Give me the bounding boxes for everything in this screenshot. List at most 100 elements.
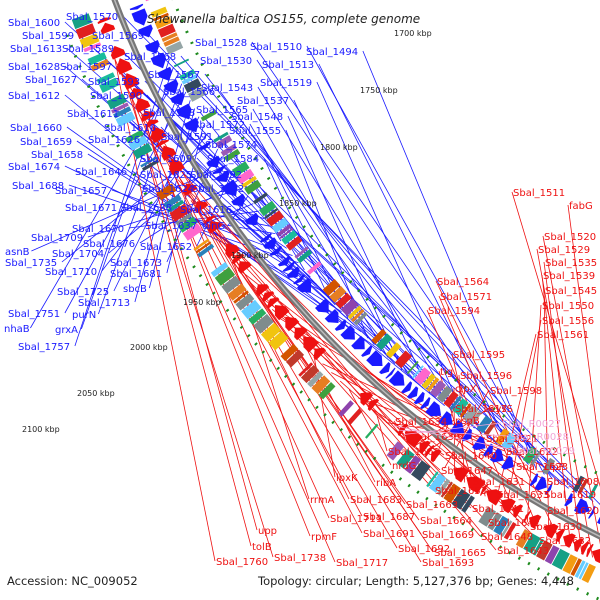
minus-gene-label: sbcB [123, 284, 147, 295]
feature-block [96, 72, 116, 85]
plus-gene-label: Sbal_1687 [363, 512, 415, 523]
feature-block [426, 471, 439, 488]
feature-block [541, 457, 556, 475]
feature-block [426, 377, 440, 392]
minus-label-line [236, 208, 265, 220]
plus-gene-label: clpX [455, 384, 477, 395]
minus-label-line [263, 157, 330, 299]
plus-gene-label: Sbal_1738 [274, 553, 326, 564]
minus-gene-label: Sbal_1613 [10, 44, 62, 55]
rna-label-line [392, 425, 516, 451]
minus-strand-arrow [574, 498, 590, 514]
feature-block [307, 261, 322, 275]
plus-gene-label: Sbal_1631 [473, 477, 525, 488]
minus-strand-arrow [501, 455, 514, 470]
feature-block [210, 262, 229, 278]
plus-gene-label: Sbal_1661 [388, 447, 440, 458]
minus-gene-label: Sbal_1591 [161, 132, 213, 143]
minus-strand-arrow [534, 476, 547, 491]
feature-block [235, 293, 255, 311]
plus-strand-arrow [150, 126, 167, 144]
minus-strand-arrow [129, 3, 144, 11]
feature-block [577, 478, 589, 494]
minus-gene-label: Sbal_1513 [262, 60, 314, 71]
plus-label-line [211, 230, 488, 523]
minus-gene-label: Sbal_1670 [72, 224, 124, 235]
minus-strand-arrow [413, 391, 425, 405]
feature-block [197, 243, 215, 258]
feature-block [79, 33, 100, 49]
feature-block [522, 446, 538, 464]
feature-block [87, 52, 107, 66]
plus-label-line [526, 304, 542, 523]
minus-strand-arrow [138, 24, 153, 38]
feature-block [227, 283, 247, 301]
minus-label-line [287, 115, 403, 371]
feature-block [588, 483, 599, 500]
feature-block [414, 367, 432, 385]
minus-label-line [257, 86, 460, 418]
kbp-tick-label: 1750 kbp [360, 86, 398, 95]
plus-gene-label: Sbal_1511 [513, 188, 565, 199]
feature-block [113, 106, 132, 119]
rna-gene-label: Sbal_R0029 [516, 446, 575, 457]
minus-gene-label: Sbal_1600 [8, 18, 60, 29]
feature-block [530, 450, 542, 467]
plus-label-line [567, 204, 600, 456]
minus-gene-label: Sbal_1735 [5, 258, 57, 269]
feature-block [276, 224, 292, 237]
plus-gene-label: upp [258, 526, 277, 537]
minus-gene-label: purN [72, 310, 96, 321]
plus-strand-arrow [563, 533, 576, 548]
rna-gene-label: Sbal_R0028 [510, 432, 569, 443]
plus-strand-arrow [194, 201, 209, 213]
minus-label-line [316, 81, 468, 423]
feature-block [452, 398, 469, 416]
plus-gene-label: Sbal_1556 [542, 316, 594, 327]
minus-gene-label: Sbal_1628 [8, 62, 60, 73]
minus-strand-arrow [282, 261, 295, 272]
plus-gene-label: Sbal_1640 [445, 451, 497, 462]
feature-block [296, 249, 313, 264]
minus-gene-label: Sbal_1625 [140, 170, 192, 181]
minus-gene-label: Sbal_1681 [110, 269, 162, 280]
feature-block [581, 563, 596, 583]
feature-block [280, 343, 299, 362]
minus-strand-labels: Sbal_1570 Sbal_1600 Sbal_1599 Sbal_1569 Sbal… [4, 12, 358, 353]
minus-strand-arrow [379, 362, 391, 375]
plus-strand-arrow [225, 243, 240, 259]
plus-gene-label: Sbal_1633 [497, 490, 549, 501]
plus-strand-arrow [556, 528, 566, 543]
feature-block [318, 382, 336, 400]
minus-strand-arrow [215, 170, 230, 182]
minus-strand-arrow [588, 505, 596, 519]
minus-gene-label: Sbal_1671 [65, 203, 117, 214]
minus-strand-arrow [324, 309, 339, 323]
feature-block [132, 142, 153, 160]
plus-strand-arrow [543, 523, 559, 539]
feature-block [411, 365, 424, 379]
plus-label-line [541, 274, 571, 547]
feature-block [371, 328, 387, 345]
feature-block [213, 131, 229, 143]
feature-block [335, 292, 352, 309]
minus-gene-label: Sbal_1566 [163, 87, 215, 98]
feature-block [193, 238, 210, 251]
feature-block [165, 41, 184, 55]
minus-gene-label: Sbal_1646 [75, 167, 127, 178]
minus-strand-arrow [597, 516, 600, 525]
feature-block [71, 13, 93, 30]
plus-gene-label: ribA [376, 478, 396, 489]
plus-label-line [505, 319, 542, 510]
minus-label-line [81, 66, 174, 330]
feature-block [523, 533, 541, 554]
minus-strand-arrow [131, 8, 148, 26]
plus-gene-label: Sbal_1595 [453, 350, 505, 361]
feature-block [111, 102, 129, 114]
feature-block [436, 478, 451, 496]
plus-gene-label: Sbal_1669 [422, 530, 474, 541]
plus-strand-arrow [430, 449, 442, 463]
plus-strand-arrow [367, 398, 380, 411]
kbp-tick-label: 1800 kbp [320, 143, 358, 152]
